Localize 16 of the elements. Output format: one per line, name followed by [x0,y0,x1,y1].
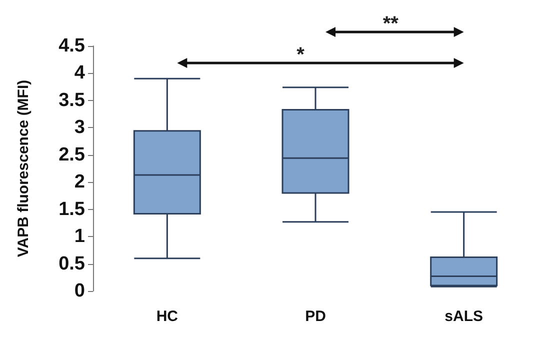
y-tick-label: 0.5 [58,253,86,274]
y-tick-label: 4 [74,62,86,84]
y-tick-label: 4.5 [58,36,86,56]
y-tick-label: 3.5 [58,90,86,111]
y-tick-label: 0 [74,280,85,302]
y-axis-title: VAPB fluorescence (MFI) [15,80,32,258]
annotation: * [296,44,305,66]
y-tick-label: 2 [74,172,85,193]
y-tick-label: 1.5 [58,198,86,220]
x-tick-label: HC [156,308,178,325]
y-tick-label: 1 [74,226,86,248]
y-tick-label: 3 [74,117,85,138]
x-tick-label: PD [305,308,326,325]
x-tick-label: sALS [444,308,484,325]
text: ** [382,13,399,35]
y-tick-label: 2.5 [58,144,86,166]
